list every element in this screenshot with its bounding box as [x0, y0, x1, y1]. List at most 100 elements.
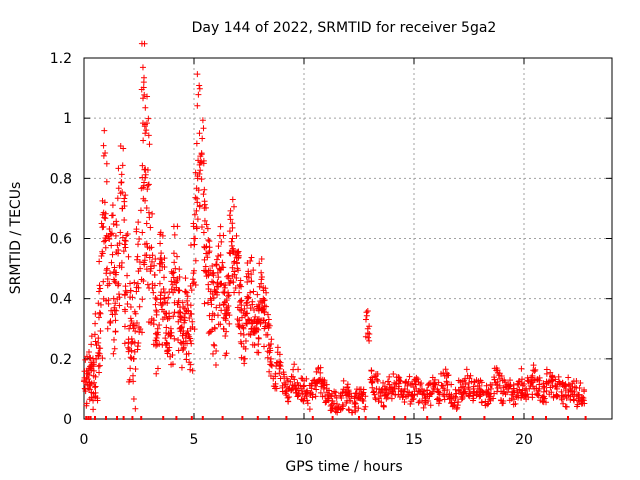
- data-point: [543, 370, 550, 377]
- data-point: [139, 162, 146, 169]
- data-point: [116, 302, 123, 309]
- data-point: [141, 74, 148, 81]
- data-point: [153, 330, 160, 337]
- data-point: [266, 368, 273, 375]
- data-point: [213, 304, 220, 311]
- data-point: [96, 309, 103, 316]
- data-point: [443, 378, 450, 385]
- data-point: [346, 407, 353, 414]
- data-point: [234, 304, 241, 311]
- data-point: [459, 383, 466, 390]
- data-point: [156, 280, 163, 287]
- data-point: [217, 251, 224, 258]
- data-point: [171, 259, 178, 266]
- data-point: [174, 253, 181, 260]
- data-point: [390, 371, 397, 378]
- data-point: [192, 257, 199, 264]
- data-point: [157, 240, 164, 247]
- data-point: [152, 301, 159, 308]
- data-point: [215, 253, 222, 260]
- data-point: [188, 340, 195, 347]
- data-point: [344, 381, 351, 388]
- data-point: [245, 270, 252, 277]
- y-tick-label: 0.2: [50, 352, 72, 368]
- data-point: [231, 268, 238, 275]
- data-point: [549, 377, 556, 384]
- data-point: [251, 328, 258, 335]
- data-point: [244, 295, 251, 302]
- data-point: [134, 346, 141, 353]
- data-point: [256, 283, 263, 290]
- data-point: [126, 346, 133, 353]
- data-point: [106, 226, 113, 233]
- data-point: [126, 376, 133, 383]
- data-point: [291, 376, 298, 383]
- data-point: [420, 388, 427, 395]
- data-point: [491, 376, 498, 383]
- data-point: [245, 316, 252, 323]
- data-point: [142, 104, 149, 111]
- data-point: [251, 342, 258, 349]
- data-point: [560, 400, 567, 407]
- data-point: [209, 270, 216, 277]
- data-point: [504, 389, 511, 396]
- data-point: [438, 370, 445, 377]
- data-point: [153, 370, 160, 377]
- x-tick-label: 15: [405, 432, 423, 448]
- data-point: [196, 202, 203, 209]
- data-point: [144, 186, 151, 193]
- data-point: [205, 249, 212, 256]
- data-point: [254, 291, 261, 298]
- data-point: [140, 184, 147, 191]
- data-point: [222, 281, 229, 288]
- data-point: [140, 84, 147, 91]
- data-point: [125, 344, 132, 351]
- data-point: [107, 270, 114, 277]
- data-point: [168, 278, 175, 285]
- data-point: [109, 251, 116, 258]
- y-tick-label: 0.6: [50, 232, 72, 248]
- data-point: [115, 185, 122, 192]
- data-point: [276, 370, 283, 377]
- data-point: [143, 127, 150, 134]
- data-point: [95, 314, 102, 321]
- data-point: [108, 259, 115, 266]
- data-points: [81, 40, 588, 416]
- data-point: [552, 383, 559, 390]
- data-point: [127, 315, 134, 322]
- data-point: [176, 274, 183, 281]
- data-point: [571, 397, 578, 404]
- data-point: [282, 390, 289, 397]
- data-point: [569, 383, 576, 390]
- data-point: [170, 250, 177, 257]
- data-point: [225, 272, 232, 279]
- data-point: [168, 329, 175, 336]
- data-point: [191, 326, 198, 333]
- data-point: [158, 289, 165, 296]
- data-point: [514, 387, 521, 394]
- data-point: [106, 280, 113, 287]
- data-point: [136, 258, 143, 265]
- data-point: [164, 340, 171, 347]
- data-point: [101, 199, 108, 206]
- data-point: [175, 336, 182, 343]
- data-point: [143, 240, 150, 247]
- data-point: [115, 246, 122, 253]
- data-point: [487, 381, 494, 388]
- data-point: [570, 378, 577, 385]
- data-point: [226, 320, 233, 327]
- data-point: [333, 403, 340, 410]
- data-point: [225, 289, 232, 296]
- data-point: [248, 319, 255, 326]
- data-point: [312, 393, 319, 400]
- data-point: [101, 127, 108, 134]
- data-point: [267, 340, 274, 347]
- data-point: [230, 203, 237, 210]
- data-point: [319, 380, 326, 387]
- data-point: [477, 377, 484, 384]
- data-point: [378, 399, 385, 406]
- data-point: [185, 307, 192, 314]
- y-tick-label: 0.8: [50, 171, 72, 187]
- data-point: [224, 273, 231, 280]
